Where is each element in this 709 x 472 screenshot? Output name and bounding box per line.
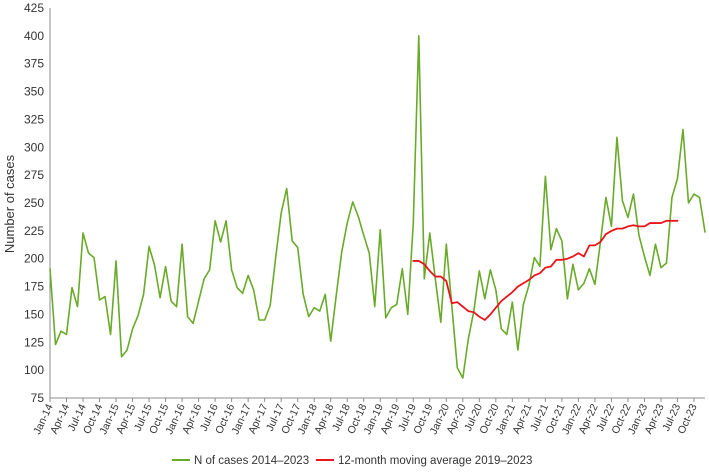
y-tick-label: 400 — [24, 29, 44, 43]
y-tick-label: 225 — [24, 224, 44, 238]
y-tick-label: 150 — [24, 307, 44, 321]
series-line-moving-average — [412, 219, 679, 321]
y-tick-label: 75 — [31, 391, 45, 405]
y-tick-label: 300 — [24, 140, 44, 154]
legend-item-cases: N of cases 2014–2023 — [172, 455, 309, 467]
legend-label: 12-month moving average 2019–2023 — [338, 455, 532, 467]
legend-item-moving-average: 12-month moving average 2019–2023 — [316, 455, 532, 467]
y-tick-label: 325 — [24, 112, 44, 126]
legend-label: N of cases 2014–2023 — [194, 455, 309, 467]
y-axis-title: Number of cases — [2, 154, 17, 253]
y-tick-label: 275 — [24, 168, 44, 182]
y-tick-label: 250 — [24, 196, 44, 210]
y-tick-label: 175 — [24, 280, 44, 294]
x-axis: Jan-14Apr-14Jul-14Oct-14Jan-15Apr-15Jul-… — [31, 397, 705, 436]
series-layer — [49, 35, 706, 379]
y-tick-label: 375 — [24, 57, 44, 71]
legend: N of cases 2014–2023 12-month moving aver… — [172, 455, 532, 467]
y-tick-label: 425 — [24, 1, 44, 15]
y-axis: 75 100 125 150 175 200 225 250 275 300 325 350 375 40… — [24, 1, 51, 405]
y-tick-label: 350 — [24, 85, 44, 99]
y-tick-label: 200 — [24, 252, 44, 266]
series-line-cases — [49, 35, 706, 379]
y-tick-label: 125 — [24, 335, 44, 349]
y-tick-label: 100 — [24, 363, 44, 377]
